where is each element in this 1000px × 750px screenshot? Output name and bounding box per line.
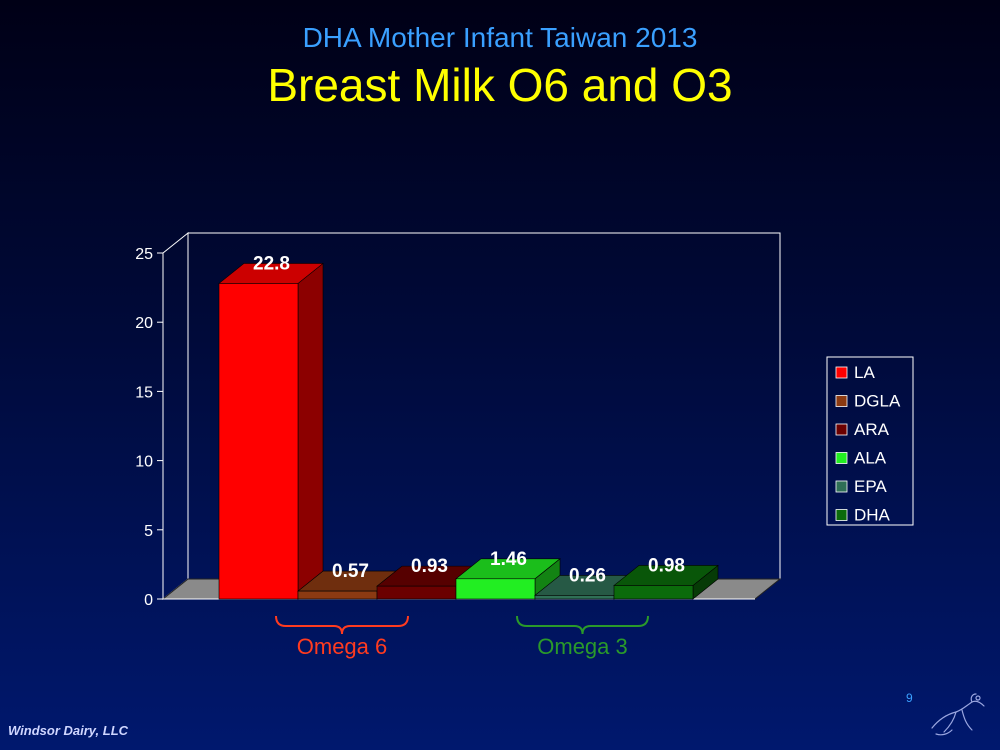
data-label-la: 22.8	[253, 253, 290, 274]
legend-box	[826, 356, 914, 526]
legend-label-dgla: DGLA	[854, 392, 901, 411]
page-number: 9	[906, 691, 913, 705]
slide-title: Breast Milk O6 and O3	[267, 59, 733, 111]
y-tick-label: 10	[135, 454, 153, 471]
legend-swatch-dha	[835, 509, 848, 521]
bar-dha	[613, 585, 694, 600]
group-label-omega-3: Omega 3	[537, 634, 628, 659]
bar-ara	[376, 585, 457, 600]
windsor-dairy-logo-icon	[931, 693, 985, 736]
y-tick-label: 15	[135, 384, 153, 401]
group-label-omega-6: Omega 6	[297, 634, 388, 659]
bar-epa	[534, 595, 615, 600]
y-tick-label: 0	[144, 592, 153, 609]
bar-la	[218, 283, 299, 600]
legend-label-ala: ALA	[854, 449, 887, 468]
data-label-epa: 0.26	[569, 565, 606, 586]
legend-swatch-la	[835, 366, 848, 379]
y-tick-label: 5	[144, 523, 153, 540]
bar-side-la	[297, 262, 324, 600]
chart-side-wall	[162, 231, 189, 601]
legend-swatch-dgla	[835, 395, 848, 407]
legend-swatch-epa	[835, 480, 848, 493]
data-label-ara: 0.93	[411, 556, 448, 577]
legend-label-dha: DHA	[854, 506, 891, 525]
legend-swatch-ara	[835, 423, 848, 436]
bar-dgla	[297, 590, 378, 600]
data-label-dgla: 0.57	[332, 561, 369, 582]
legend-swatch-ala	[835, 452, 848, 464]
group-brace-omega-3	[516, 615, 649, 635]
legend-label-la: LA	[854, 363, 875, 382]
y-tick-label: 20	[135, 315, 153, 332]
bar-ala	[455, 578, 536, 600]
data-label-dha: 0.98	[648, 555, 685, 576]
legend-label-epa: EPA	[854, 477, 887, 496]
slide-subtitle: DHA Mother Infant Taiwan 2013	[302, 22, 698, 53]
group-brace-omega-6	[275, 615, 409, 635]
legend-label-ara: ARA	[854, 420, 890, 439]
footer-company-name: Windsor Dairy, LLC	[8, 723, 129, 738]
y-tick-label: 25	[135, 246, 153, 263]
data-label-ala: 1.46	[490, 549, 527, 570]
